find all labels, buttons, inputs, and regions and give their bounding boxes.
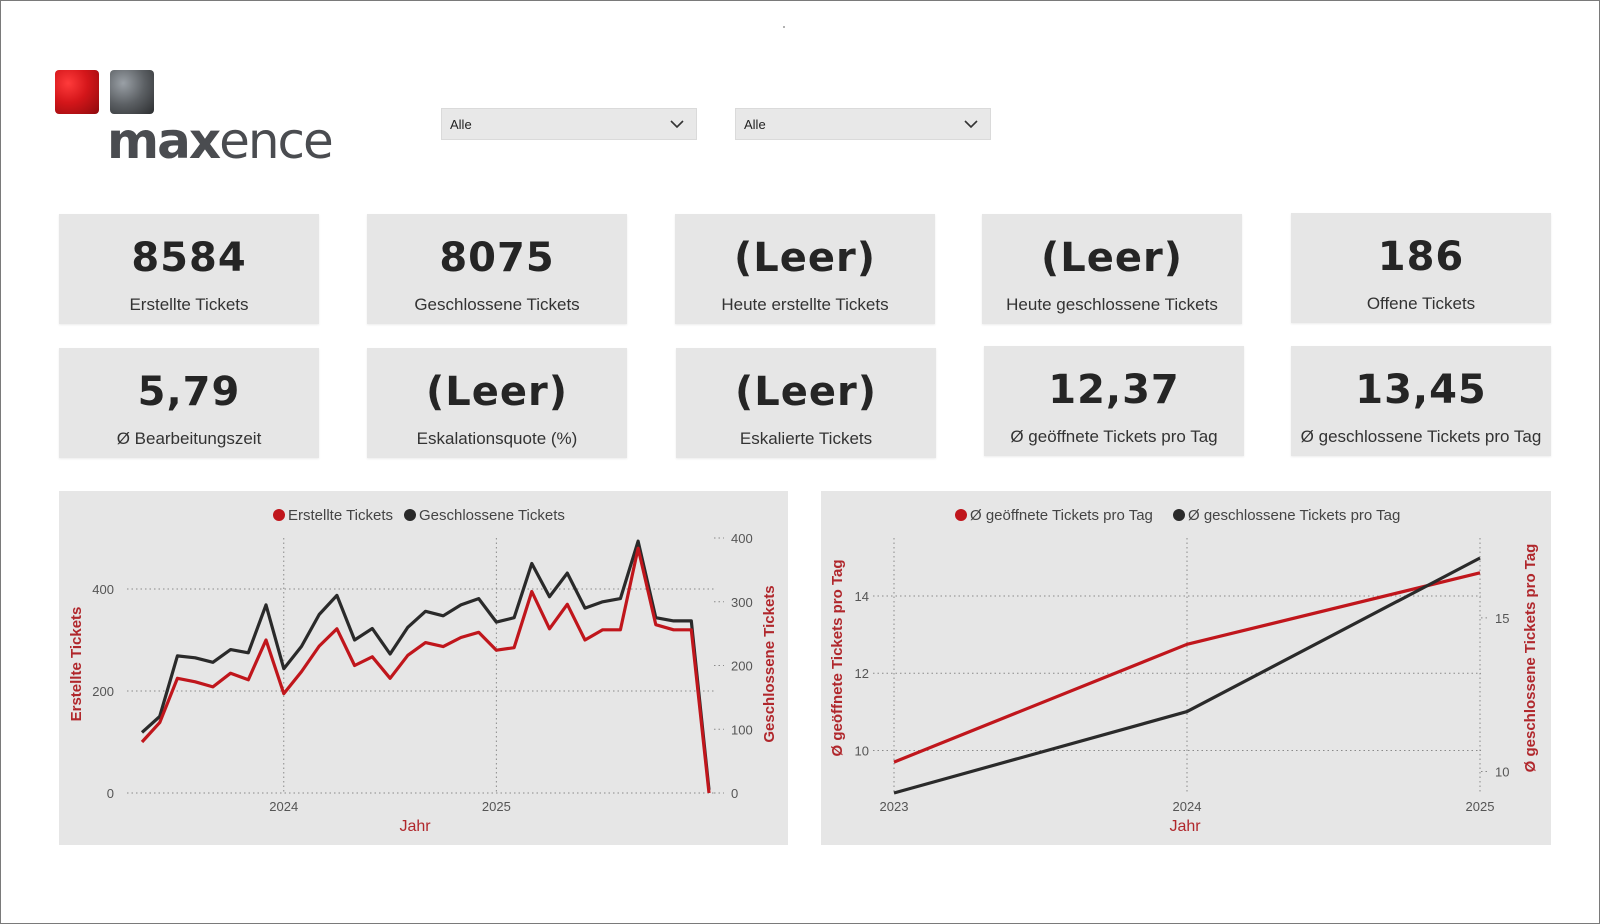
legend-label-avg-opened: Ø geöffnete Tickets pro Tag [970,507,1153,524]
y-left-tick-label: 14 [855,589,869,604]
y-left-tick-label: 10 [855,744,869,759]
filter-dropdown-1[interactable]: Alle [441,108,697,140]
logo-grey-square [110,70,154,114]
x-tick-label: 2023 [880,799,909,814]
x-tick-label: 2024 [269,799,298,814]
kpi-value: 13,45 [1355,367,1487,413]
y-left-tick-label: 200 [92,684,114,699]
kpi-value: (Leer) [733,235,877,281]
y-right-tick-label: 10 [1495,764,1509,779]
legend-label-created: Erstellte Tickets [288,507,393,524]
filter-dropdown-2-value: Alle [744,117,766,132]
tickets-monthly-line-chart[interactable]: Erstellte Tickets Geschlossene Tickets 0… [59,491,788,845]
kpi-label: Offene Tickets [1366,294,1476,313]
kpi-card-avg-opened-per-day: 12,37 Ø geöffnete Tickets pro Tag [984,346,1244,456]
kpi-card-today-closed: (Leer) Heute geschlossene Tickets [982,214,1242,324]
maxence-logo: maxence [55,70,335,180]
kpi-label: Ø geöffnete Tickets pro Tag [1010,427,1218,446]
chart-1-ticks: 0 200 400 0 100 200 300 400 2024 2025 [92,531,752,814]
y-left-tick-label: 400 [92,582,114,597]
kpi-label: Eskalierte Tickets [739,429,873,448]
kpi-value: 8075 [439,235,555,281]
kpi-value: (Leer) [1040,235,1184,281]
avg-tickets-per-day-line-chart[interactable]: Ø geöffnete Tickets pro Tag Ø geschlosse… [821,491,1551,845]
legend-marker-avg-closed [1173,509,1185,521]
logo-text-bold: max [107,112,221,170]
chart-1-x-axis-title: Jahr [399,818,431,835]
legend-marker-closed [404,509,416,521]
chart-2-legend: Ø geöffnete Tickets pro Tag Ø geschlosse… [955,507,1400,524]
kpi-value: 12,37 [1048,367,1180,413]
kpi-value: 186 [1377,234,1465,280]
y-right-tick-label: 0 [731,786,738,801]
legend-marker-avg-opened [955,509,967,521]
page-indicator-dot [783,26,785,28]
chart-1-svg: Erstellte Tickets Geschlossene Tickets 0… [68,507,778,835]
chevron-down-icon [964,120,978,129]
chart-2-y-right-title: Ø geschlossene Tickets pro Tag [1522,544,1539,773]
chart-1-y-right-title: Geschlossene Tickets [761,585,778,742]
chart-1-y-left-title: Erstellte Tickets [68,607,85,722]
x-tick-label: 2025 [482,799,511,814]
chart-1-legend: Erstellte Tickets Geschlossene Tickets [273,507,565,524]
y-right-tick-label: 100 [731,722,753,737]
kpi-card-today-created: (Leer) Heute erstellte Tickets [675,214,935,324]
kpi-label: Geschlossene Tickets [414,295,580,314]
kpi-card-avg-processing-time: 5,79 Ø Bearbeitungszeit [59,348,319,458]
chart-2-svg: Ø geöffnete Tickets pro Tag Ø geschlosse… [829,507,1539,835]
kpi-label: Heute erstellte Tickets [721,295,889,314]
kpi-label: Ø Bearbeitungszeit [116,429,262,448]
y-right-tick-label: 15 [1495,611,1509,626]
x-tick-label: 2025 [1466,799,1495,814]
kpi-card-open-tickets: 186 Offene Tickets [1291,213,1551,323]
kpi-value: 5,79 [137,369,241,415]
y-right-tick-label: 200 [731,659,753,674]
chart-2-lines [893,556,1481,795]
chart-1-lines [140,539,711,794]
logo-wordmark: maxence [107,116,334,166]
legend-label-avg-closed: Ø geschlossene Tickets pro Tag [1188,507,1400,524]
kpi-card-created-tickets: 8584 Erstellte Tickets [59,214,319,324]
series-line-avg-closed [893,556,1481,795]
chart-2-y-left-title: Ø geöffnete Tickets pro Tag [829,560,846,757]
series-line-avg-opened [893,571,1481,764]
chart-2-ticks: 10 12 14 10 15 2023 2024 2025 [855,589,1510,814]
logo-red-square [55,70,99,114]
kpi-label: Erstellte Tickets [129,295,249,314]
legend-label-closed: Geschlossene Tickets [419,507,565,524]
kpi-card-escalation-rate: (Leer) Eskalationsquote (%) [367,348,627,458]
kpi-value: 8584 [131,235,247,281]
filter-dropdown-1-value: Alle [450,117,472,132]
x-tick-label: 2024 [1173,799,1202,814]
kpi-label: Heute geschlossene Tickets [1006,295,1218,314]
kpi-value: (Leer) [425,369,569,415]
chevron-down-icon [670,120,684,129]
series-line-closed-tickets [140,539,711,790]
kpi-label: Eskalationsquote (%) [416,429,578,448]
kpi-card-avg-closed-per-day: 13,45 Ø geschlossene Tickets pro Tag [1291,346,1551,456]
kpi-card-escalated-tickets: (Leer) Eskalierte Tickets [676,348,936,458]
kpi-label: Ø geschlossene Tickets pro Tag [1300,427,1542,446]
chart-2-grid [873,538,1481,793]
kpi-value: (Leer) [734,369,878,415]
chart-2-x-axis-title: Jahr [1169,818,1201,835]
legend-marker-created [273,509,285,521]
y-left-tick-label: 12 [855,666,869,681]
y-right-tick-label: 300 [731,595,753,610]
series-line-created-tickets [140,546,711,794]
y-left-tick-label: 0 [107,786,114,801]
kpi-card-closed-tickets: 8075 Geschlossene Tickets [367,214,627,324]
filter-dropdown-2[interactable]: Alle [735,108,991,140]
logo-text-light: ence [219,112,334,170]
y-right-tick-label: 400 [731,531,753,546]
